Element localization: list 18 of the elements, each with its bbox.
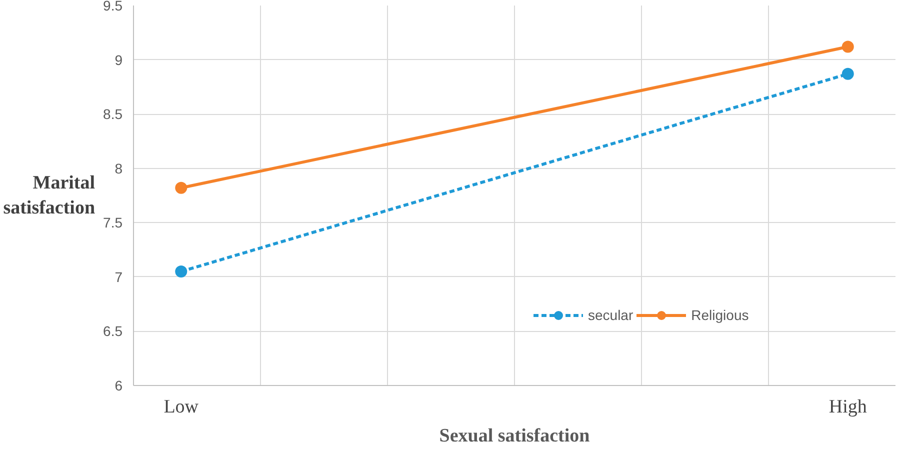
y-tick-label: 7.5 — [103, 214, 123, 231]
point — [175, 182, 188, 194]
y-tick-label: 6.5 — [103, 323, 123, 340]
point — [175, 266, 188, 278]
x-tick-label: Low — [164, 396, 199, 418]
y-tick-label: 8.5 — [103, 106, 123, 122]
y-tick-label: 9 — [114, 52, 123, 68]
point — [842, 40, 854, 53]
point — [842, 68, 854, 80]
y-tick-label: 8 — [114, 160, 123, 176]
y-tick-label: 6 — [114, 378, 123, 394]
y-tick-label: 7 — [114, 268, 123, 285]
y-axis-title: Marital satisfaction — [3, 172, 96, 219]
legend-label: Religious — [691, 307, 749, 323]
y-tick-label: 9.5 — [103, 0, 123, 14]
legend-label: secular — [588, 307, 634, 323]
x-tick-label: High — [828, 396, 868, 418]
x-axis-title: Sexual satisfaction — [439, 426, 590, 446]
